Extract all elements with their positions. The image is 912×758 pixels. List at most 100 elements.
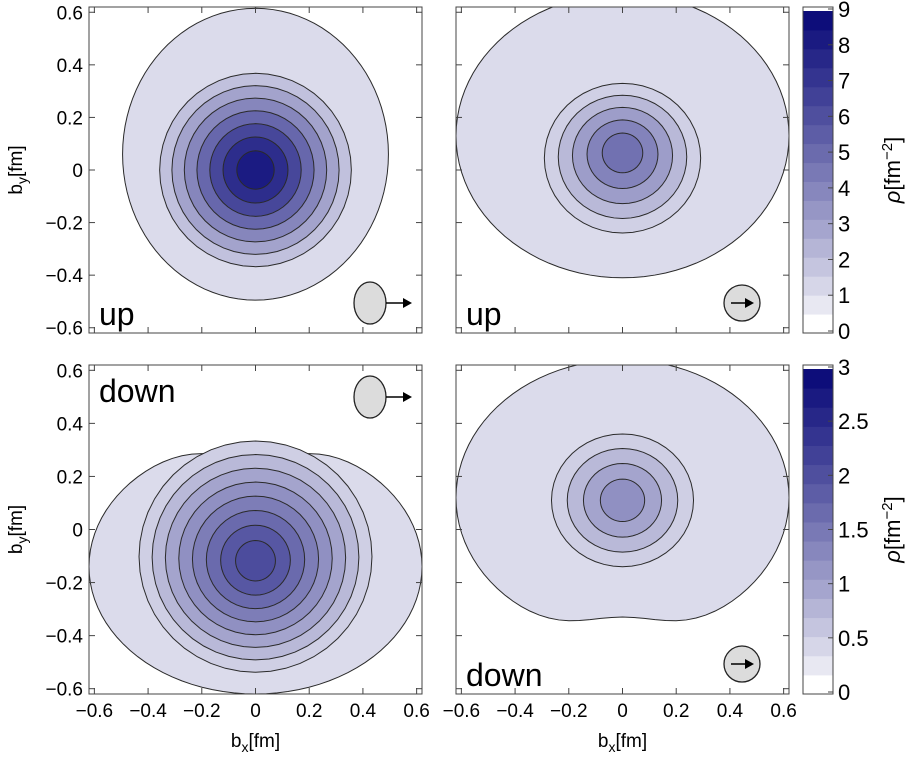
polarization-icon [723, 645, 761, 683]
polarization-icon [353, 281, 412, 325]
colorbar-band [803, 124, 833, 145]
x-tick-label: −0.2 [183, 701, 221, 722]
colorbar-tick-label: 0 [838, 680, 850, 705]
contour-group [122, 7, 389, 301]
x-tick-label: −0.6 [76, 701, 114, 722]
x-tick-label: 0 [617, 701, 628, 722]
contour-level-4 [599, 478, 646, 523]
panel-label: up [466, 296, 502, 332]
panel-bottom-left: 0.6 0.4 0.2 0 −0.2 −0.4 −0.6 by[fm] −0.6 −0.4 −0.2… [6, 361, 430, 755]
colorbar-band [803, 257, 833, 277]
colorbar-band [803, 464, 833, 485]
contour-level-7 [236, 150, 275, 190]
panel-label: up [99, 296, 135, 332]
colorbar-band [803, 445, 833, 466]
colorbar-band [803, 143, 833, 164]
x-tick-label: 0.2 [296, 701, 322, 722]
colorbar-band [803, 407, 833, 427]
colorbar-band [803, 502, 833, 523]
colorbar-band [803, 655, 833, 676]
y-tick-label: −0.4 [45, 266, 83, 287]
colorbar-label: ρ[fm−2] [879, 137, 905, 204]
panel-top-right: up [455, 6, 790, 334]
colorbar-frame [802, 6, 834, 334]
y-tick-label: 0.2 [57, 467, 83, 488]
colorbar-tick-label: 3 [838, 355, 850, 380]
x-tick-label: 0 [250, 701, 261, 722]
y-tick-label: 0.4 [57, 56, 84, 77]
colorbar-band [803, 238, 833, 258]
colorbar-tick-label: 9 [838, 0, 850, 22]
panel-label: down [99, 373, 176, 409]
x-tick-label: 0.2 [663, 701, 689, 722]
colorbar-band [803, 86, 833, 107]
colorbar-band [803, 598, 833, 619]
y-tick-label: 0.6 [57, 3, 83, 24]
colorbar-band [803, 314, 833, 334]
colorbar-band [803, 388, 833, 408]
colorbar-band [803, 11, 833, 31]
y-tick-label: 0.4 [57, 414, 84, 435]
colorbar-band [803, 426, 833, 446]
contour-group [456, 365, 789, 622]
panel-top-left: 0.6 0.4 0.2 0 −0.2 −0.4 −0.6 by[fm] up [6, 3, 423, 340]
colorbar-top: 9 8 7 6 5 4 3 2 1 0 ρ[fm−2] [802, 0, 905, 344]
colorbar-band [803, 521, 833, 542]
x-tick-label: 0.6 [770, 701, 796, 722]
x-axis-label: bx[fm] [598, 731, 647, 755]
colorbar-band [803, 162, 833, 182]
colorbar-tick-label: 7 [838, 69, 850, 94]
y-tick-label: 0.2 [57, 108, 83, 129]
y-tick-label: −0.2 [45, 214, 83, 235]
colorbar-tick-label: 2 [838, 463, 850, 488]
colorbar-band [803, 369, 833, 389]
contour-level-5 [601, 132, 644, 174]
colorbar-band [803, 295, 833, 315]
y-tick-label: 0.6 [57, 361, 83, 382]
contour-level-8 [235, 540, 276, 582]
contour-group [89, 440, 422, 694]
y-axis-label: by[fm] [6, 505, 30, 554]
colorbar-tick-label: 2 [838, 247, 850, 272]
polarization-icon [723, 284, 761, 322]
y-axis-label: by[fm] [6, 145, 30, 194]
colorbar-band [803, 219, 833, 239]
x-tick-label: −0.4 [496, 701, 534, 722]
colorbar-band [803, 200, 833, 220]
colorbar-label: ρ[fm−2] [879, 496, 905, 563]
polarization-icon [353, 375, 412, 419]
colorbar-band [803, 483, 833, 504]
x-tick-label: 0.4 [350, 701, 377, 722]
y-tick-label: 0 [72, 521, 83, 542]
colorbar-tick-label: 0.5 [838, 626, 869, 651]
colorbar-band [803, 181, 833, 201]
x-tick-label: 0.6 [403, 701, 429, 722]
colorbar-tick-label: 1 [838, 283, 850, 308]
colorbar-band [803, 560, 833, 580]
colorbar-band [803, 67, 833, 88]
y-tick-label: −0.2 [45, 574, 83, 595]
contour-group [456, 7, 789, 279]
colorbar-band [803, 674, 833, 695]
colorbar-tick-label: 1 [838, 572, 850, 597]
colorbar-tick-label: 4 [838, 176, 850, 201]
y-tick-label: 0 [72, 161, 83, 182]
colorbar-tick-label: 0 [838, 319, 850, 344]
panel-bottom-right: −0.6 −0.4 −0.2 0 0.2 0.4 0.6 bx[fm] down [443, 364, 797, 755]
colorbar-band [803, 48, 833, 69]
colorbar-tick-label: 5 [838, 140, 850, 165]
colorbar-tick-label: 2.5 [838, 409, 869, 434]
colorbar-tick-label: 1.5 [838, 518, 869, 543]
y-tick-label: −0.4 [45, 627, 83, 648]
y-tick-label: −0.6 [45, 319, 83, 340]
y-tick-label: −0.6 [45, 680, 83, 701]
colorbar-bottom: 3 2.5 2 1.5 1 0.5 0 ρ[fm−2] [802, 355, 905, 705]
colorbar-tick-label: 3 [838, 212, 850, 237]
panel-label: down [466, 657, 543, 693]
colorbar-band [803, 541, 833, 561]
colorbar-tick-label: 6 [838, 104, 850, 129]
x-tick-label: −0.6 [443, 701, 481, 722]
colorbar-band [803, 276, 833, 296]
colorbar-band [803, 29, 833, 50]
